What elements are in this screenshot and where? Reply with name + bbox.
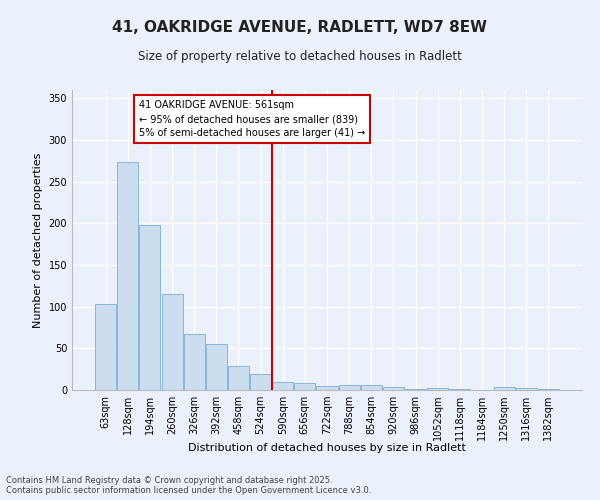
- Bar: [405, 389, 426, 390]
- Bar: [494, 386, 515, 390]
- Y-axis label: Number of detached properties: Number of detached properties: [33, 152, 43, 328]
- Text: 41 OAKRIDGE AVENUE: 561sqm
← 95% of detached houses are smaller (839)
5% of semi: 41 OAKRIDGE AVENUE: 561sqm ← 95% of deta…: [139, 100, 365, 138]
- Bar: [228, 366, 249, 390]
- Bar: [427, 388, 448, 390]
- Bar: [272, 382, 293, 390]
- Bar: [338, 385, 359, 390]
- Bar: [250, 374, 271, 390]
- Bar: [383, 386, 404, 390]
- Bar: [184, 334, 205, 390]
- Bar: [316, 386, 338, 390]
- Bar: [449, 389, 470, 390]
- Bar: [206, 344, 227, 390]
- X-axis label: Distribution of detached houses by size in Radlett: Distribution of detached houses by size …: [188, 443, 466, 453]
- Bar: [538, 389, 559, 390]
- Bar: [139, 225, 160, 390]
- Bar: [361, 385, 382, 390]
- Bar: [161, 294, 182, 390]
- Text: Size of property relative to detached houses in Radlett: Size of property relative to detached ho…: [138, 50, 462, 63]
- Bar: [295, 384, 316, 390]
- Text: 41, OAKRIDGE AVENUE, RADLETT, WD7 8EW: 41, OAKRIDGE AVENUE, RADLETT, WD7 8EW: [113, 20, 487, 35]
- Bar: [118, 162, 139, 390]
- Bar: [95, 304, 116, 390]
- Bar: [515, 388, 536, 390]
- Text: Contains HM Land Registry data © Crown copyright and database right 2025.
Contai: Contains HM Land Registry data © Crown c…: [6, 476, 371, 495]
